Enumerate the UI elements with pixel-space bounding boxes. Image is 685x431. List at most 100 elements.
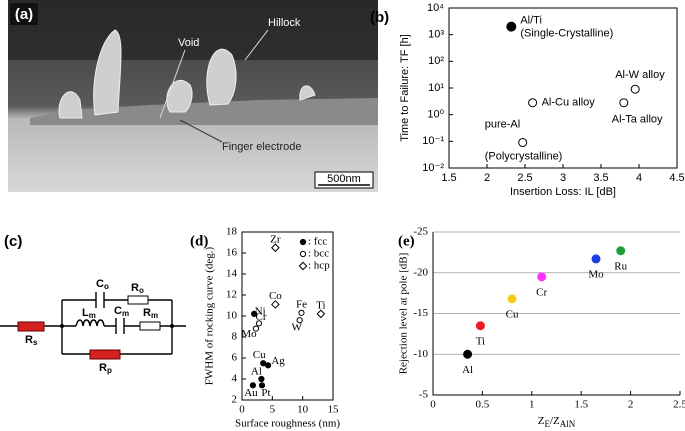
y-tick-label: 10¹ xyxy=(428,82,444,94)
component-label: Co xyxy=(96,278,109,291)
y-tick-label: 6 xyxy=(232,352,238,364)
point-label: Mo xyxy=(241,328,257,340)
point-label: Ru xyxy=(614,260,627,272)
x-tick-label: 1.5 xyxy=(574,399,588,411)
component-label: Rs xyxy=(25,334,38,347)
y-tick-label: 8 xyxy=(232,331,238,343)
x-tick-label: 3 xyxy=(560,172,566,184)
point xyxy=(264,362,272,369)
point-label: (Polycrystalline) xyxy=(485,150,563,162)
pointer xyxy=(244,29,269,61)
point-label: Pt xyxy=(261,387,270,399)
point-label: Al xyxy=(462,364,473,376)
image-top xyxy=(8,0,378,60)
circuit: (c) Co Ro Lm Cm Rm Rs Rp xyxy=(0,233,186,375)
label-box xyxy=(10,3,38,25)
point-label: W xyxy=(291,322,302,334)
point xyxy=(252,325,260,332)
panel-label: (a) xyxy=(15,6,33,23)
x-axis-label-part: /Z xyxy=(550,415,560,427)
axes xyxy=(432,232,680,396)
point xyxy=(619,98,629,108)
x-tick-label: 2 xyxy=(628,399,634,411)
point xyxy=(630,84,640,94)
x-tick-label: 5 xyxy=(270,404,276,416)
resistor-s xyxy=(17,321,45,332)
point-label: Co xyxy=(269,290,282,302)
point xyxy=(537,272,547,282)
x-axis-label: Surface roughness (nm) xyxy=(235,418,340,430)
y-axis-label: FWHM of rocking curve (deg.) xyxy=(204,246,216,385)
x-tick-label: 2 xyxy=(484,172,490,184)
point xyxy=(528,98,538,108)
y-tick-label: 18 xyxy=(226,226,238,238)
inductor xyxy=(75,319,105,327)
point-label: Al-Ta alloy xyxy=(612,114,663,126)
node xyxy=(170,324,174,328)
y-tick-label: -10 xyxy=(413,348,428,360)
legend-marker xyxy=(299,238,307,246)
electrode-surface xyxy=(30,98,378,125)
x-axis-label-part: Z xyxy=(538,415,545,427)
annotation: Hillock xyxy=(268,17,301,29)
y-tick-label: 10² xyxy=(428,55,444,67)
pointer xyxy=(179,119,223,143)
chart: (e) -5 -10 -15 -20 -25 0 0.5 1 1.5 2 2.5 Rejection l… xyxy=(398,226,685,430)
chart: (b) 10⁻² 10⁻¹ 10⁰ 10¹ 10² 10³ 10⁴ 1.5 2 2.5 3 3.5 4 4.… xyxy=(370,2,685,198)
annotation: Void xyxy=(178,37,199,49)
resistor xyxy=(127,295,149,305)
frame xyxy=(241,231,334,401)
panel-label: (b) xyxy=(370,9,389,26)
x-tick-label: 10 xyxy=(297,404,309,416)
y-tick-label: 12 xyxy=(226,289,237,301)
y-tick-label: -20 xyxy=(413,266,428,278)
x-tick-label: 1.5 xyxy=(441,172,456,184)
y-tick-label: 10⁰ xyxy=(427,109,444,121)
x-tick-label: 4 xyxy=(636,172,642,184)
panel-label: (d) xyxy=(190,233,208,249)
x-tick-label: 0 xyxy=(430,399,436,411)
x-axis-label-part: AlN xyxy=(560,419,576,429)
y-axis-label: Time to Failure: TF [h] xyxy=(399,34,411,142)
point xyxy=(249,382,257,389)
point xyxy=(271,300,280,309)
point-label: Cr xyxy=(255,311,266,323)
x-tick-label: 2.5 xyxy=(673,399,685,411)
point xyxy=(316,309,326,319)
point-label: (Single-Crystalline) xyxy=(520,28,613,40)
point xyxy=(258,375,265,383)
panel-label: (e) xyxy=(398,233,415,249)
point-label: Ni xyxy=(255,305,266,317)
scale-bar-label: 500nm xyxy=(327,173,361,185)
point-label: Fe xyxy=(296,298,307,310)
legend-marker xyxy=(298,261,308,271)
y-tick-label: -5 xyxy=(419,389,429,401)
x-tick-label: 0 xyxy=(239,404,245,416)
point-label: Ti xyxy=(316,299,325,311)
point xyxy=(518,138,528,148)
point xyxy=(463,349,473,359)
x-tick-label: 3.5 xyxy=(593,172,608,184)
point xyxy=(296,317,303,324)
component-label: Ro xyxy=(131,282,144,295)
point xyxy=(258,382,266,389)
point xyxy=(475,321,485,331)
point-label: Au xyxy=(244,387,258,399)
point-label: Al xyxy=(251,366,262,378)
y-tick-label: -25 xyxy=(413,226,428,238)
point xyxy=(298,309,305,316)
x-tick-label: 2.5 xyxy=(517,172,532,184)
point-label: Cu xyxy=(506,308,519,320)
x-axis-label: ZE/ZAlN xyxy=(538,415,576,430)
y-tick-label: 10⁻² xyxy=(422,162,444,174)
frame xyxy=(448,7,678,169)
point-label: Zr xyxy=(270,233,281,245)
component-label: Rm xyxy=(143,307,158,320)
y-tick-label: 4 xyxy=(232,373,238,385)
point-label: Mo xyxy=(588,268,604,280)
x-tick-label: 1 xyxy=(529,399,535,411)
capacitors xyxy=(95,292,125,334)
y-tick-label: 10⁻¹ xyxy=(422,135,444,147)
scale-bar-box xyxy=(314,171,374,189)
